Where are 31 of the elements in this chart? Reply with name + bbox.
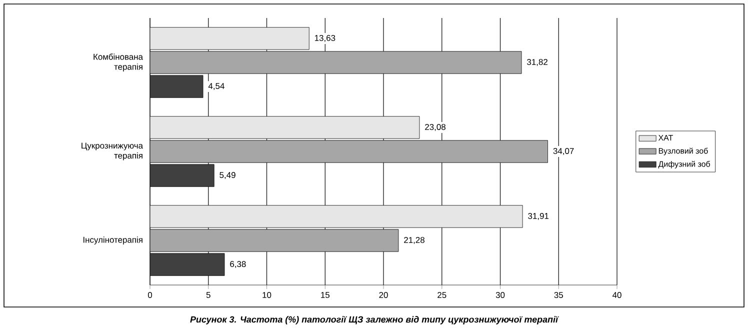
bar (150, 27, 310, 50)
bar (150, 253, 225, 276)
x-tick-label: 15 (321, 292, 330, 298)
data-label: 6,38 (230, 261, 246, 268)
x-tick-label: 0 (148, 292, 152, 298)
x-tick-label: 5 (206, 292, 210, 298)
y-tick-label: Комбінована терапія (94, 54, 143, 72)
bar (150, 51, 522, 74)
bar (150, 205, 523, 228)
x-tick-label: 10 (262, 292, 272, 298)
data-label: 21,28 (404, 237, 424, 244)
x-tick-label: 40 (612, 292, 622, 298)
x-tick-label: 35 (554, 292, 563, 298)
x-tick-label: 20 (379, 292, 388, 298)
data-label: 34,07 (553, 148, 574, 155)
bar (150, 140, 548, 163)
y-tick-label: Інсулінотерапія (83, 236, 142, 244)
x-tick-label: 30 (496, 292, 505, 298)
x-tick-label: 25 (438, 292, 446, 298)
data-label: 13,63 (314, 34, 336, 42)
y-tick-label: Цукрознижуюча терапія (82, 142, 143, 160)
data-label: 31,91 (528, 212, 549, 220)
data-label: 5,49 (220, 172, 236, 180)
bar (150, 229, 399, 252)
data-label: 23,08 (425, 124, 446, 131)
bar (150, 116, 420, 139)
bar (150, 164, 214, 187)
text: Рисунок 3. Частота (%) патології ЩЗ залежно від типу цукрознижуючої терапії (190, 316, 559, 324)
bar (150, 75, 204, 98)
data-label: 31,82 (527, 59, 548, 66)
data-label: 4,54 (208, 83, 224, 90)
